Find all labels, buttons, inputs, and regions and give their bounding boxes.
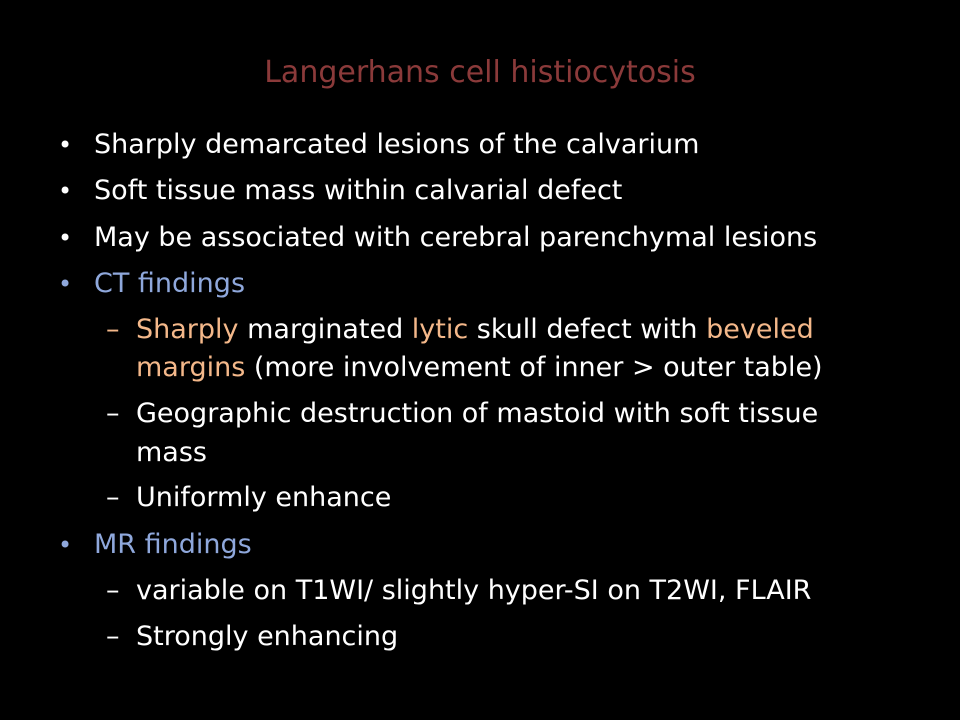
highlight-term: beveled	[706, 314, 814, 345]
ct-item-2-line-2: mass	[136, 437, 207, 468]
dash-marker: –	[106, 314, 120, 345]
highlight-term: margins	[136, 352, 246, 383]
ct-heading: CT findings	[94, 268, 246, 299]
ct-item-3: Uniformly enhance	[136, 482, 392, 513]
bullet-marker: •	[58, 531, 73, 559]
bullet-text: Sharply demarcated lesions of the calvar…	[94, 129, 700, 160]
ct-item-1-line-1: Sharply marginated lytic skull defect wi…	[136, 310, 814, 350]
dash-marker: –	[106, 575, 120, 606]
text-segment: skull defect with	[468, 314, 707, 345]
dash-marker: –	[106, 398, 120, 429]
dash-marker: –	[106, 482, 120, 513]
text-segment: (more involvement of inner > outer table…	[245, 352, 823, 383]
bullet-marker: •	[58, 131, 73, 159]
ct-item-1-line-2: margins (more involvement of inner > out…	[136, 348, 823, 388]
mr-item-1: variable on T1WI/ slightly hyper-SI on T…	[136, 575, 812, 606]
ct-item-2-line-1: Geographic destruction of mastoid with s…	[136, 398, 819, 429]
highlight-term: lytic	[411, 314, 469, 345]
text-segment: marginated	[238, 314, 412, 345]
bullet-marker: •	[58, 270, 73, 298]
highlight-term: Sharply	[136, 314, 239, 345]
bullet-marker: •	[58, 224, 73, 252]
bullet-text: May be associated with cerebral parenchy…	[94, 222, 818, 253]
slide-title: Langerhans cell histiocytosis	[264, 55, 696, 90]
dash-marker: –	[106, 621, 120, 652]
bullet-text: Soft tissue mass within calvarial defect	[94, 175, 623, 206]
bullet-marker: •	[58, 177, 73, 205]
mr-heading: MR findings	[94, 529, 252, 560]
mr-item-2: Strongly enhancing	[136, 621, 399, 652]
